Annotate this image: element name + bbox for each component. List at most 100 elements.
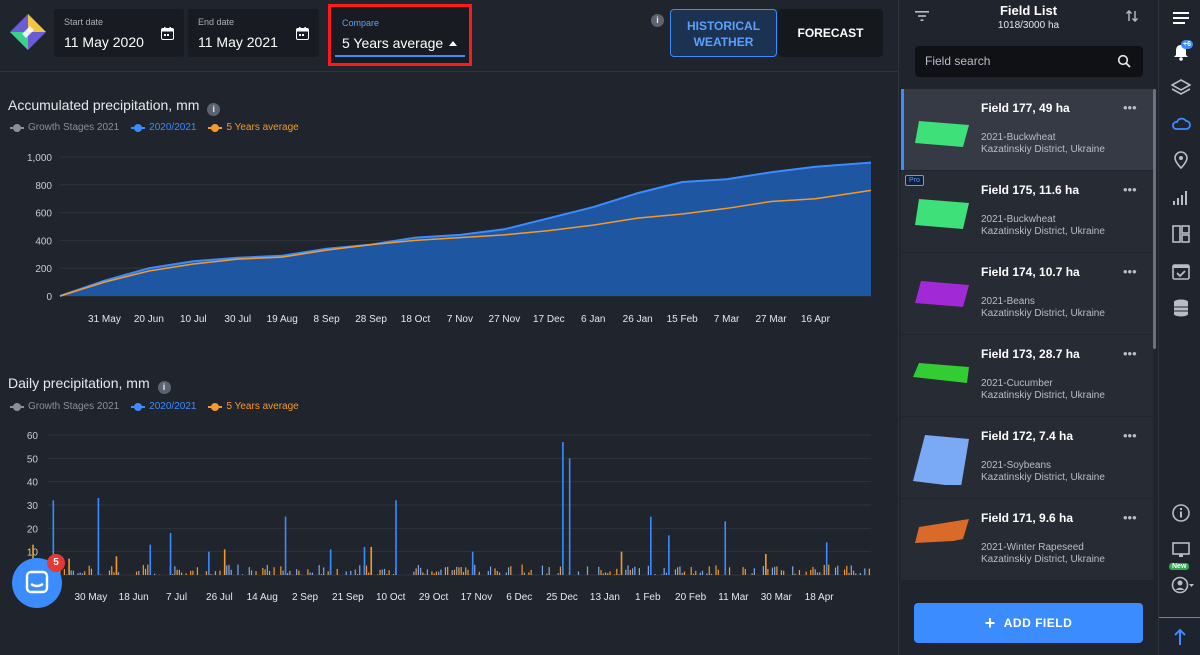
- more-icon[interactable]: •••: [1123, 428, 1137, 443]
- season-bar: [169, 533, 172, 575]
- season-bar: [149, 544, 152, 575]
- field-shape-thumbnail: [915, 199, 969, 229]
- forecast-button[interactable]: FORECAST: [778, 9, 883, 57]
- scroll-top-button[interactable]: [1159, 617, 1200, 655]
- season-bar: [668, 535, 670, 575]
- calendar-icon[interactable]: [296, 27, 309, 40]
- legend-growth-stages[interactable]: Growth Stages 2021: [10, 401, 119, 412]
- field-item[interactable]: Field 174, 10.7 ha 2021-Beans Kazatinski…: [901, 253, 1153, 335]
- daily-bar: [510, 566, 512, 575]
- daily-bar: [417, 565, 419, 575]
- daily-bar: [631, 568, 634, 575]
- info-icon[interactable]: i: [157, 381, 171, 394]
- chart-icon[interactable]: [1171, 187, 1191, 207]
- daily-bar: [219, 570, 221, 575]
- menu-icon[interactable]: [1171, 8, 1191, 28]
- legend-average[interactable]: 5 Years average: [208, 122, 299, 133]
- field-polygon: [915, 519, 969, 543]
- field-crop: 2021-Cucumber: [981, 378, 1053, 389]
- daily-bar: [647, 565, 649, 575]
- start-date-value: 11 May 2020: [64, 34, 144, 50]
- daily-bar: [365, 565, 368, 575]
- search-icon[interactable]: [1117, 54, 1131, 68]
- layers-icon[interactable]: [1171, 78, 1191, 98]
- daily-bar: [681, 572, 683, 575]
- daily-bar: [77, 573, 79, 575]
- field-list-scrollbar[interactable]: [1153, 89, 1156, 349]
- historical-weather-button[interactable]: HISTORICAL WEATHER: [670, 9, 777, 57]
- cloud-icon[interactable]: [1171, 114, 1191, 134]
- field-item[interactable]: Field 171, 9.6 ha 2021-Winter Rapeseed K…: [901, 499, 1153, 581]
- daily-bar: [618, 574, 620, 575]
- sort-icon[interactable]: [1125, 9, 1139, 23]
- daily-bar: [460, 567, 462, 575]
- daily-bar: [616, 568, 618, 575]
- field-crop: 2021-Buckwheat: [981, 214, 1056, 225]
- compare-select[interactable]: Compare 5 Years average: [328, 4, 472, 66]
- season-bar: [208, 551, 210, 575]
- dashboard-icon[interactable]: [1171, 224, 1191, 244]
- calendar-check-icon[interactable]: [1171, 261, 1191, 281]
- legend-season[interactable]: 2020/2021: [131, 122, 196, 133]
- start-date-field[interactable]: Start date 11 May 2020: [54, 9, 184, 57]
- x-tick-label: 19 Aug: [267, 314, 298, 325]
- daily-bar: [864, 568, 866, 575]
- daily-bar: [706, 573, 708, 575]
- accumulated-precipitation-chart[interactable]: 0 200 400 600 800 1,000 31 May 20 Jun 10 Jul 30 J…: [0, 145, 898, 335]
- y-tick-label: 20: [27, 524, 39, 535]
- more-icon[interactable]: •••: [1123, 264, 1137, 279]
- daily-bar: [850, 565, 852, 575]
- daily-bar: [176, 569, 178, 575]
- daily-bar: [674, 569, 677, 575]
- legend-season[interactable]: 2020/2021: [131, 401, 196, 412]
- field-item[interactable]: Field 172, 7.4 ha 2021-Soybeans Kazatins…: [901, 417, 1153, 499]
- field-shape-thumbnail: [915, 519, 969, 543]
- add-field-label: ADD FIELD: [1003, 616, 1073, 630]
- daily-bar: [744, 568, 746, 575]
- account-icon[interactable]: [1171, 575, 1195, 595]
- legend-growth-stages-label: Growth Stages 2021: [28, 401, 120, 412]
- field-location: Kazatinskiy District, Ukraine: [981, 390, 1105, 401]
- field-search-input[interactable]: [925, 54, 1105, 68]
- average-bar: [223, 549, 226, 575]
- add-field-button[interactable]: + ADD FIELD: [914, 603, 1143, 643]
- daily-bar: [135, 571, 138, 575]
- field-polygon: [913, 435, 969, 485]
- end-date-label: End date: [198, 17, 235, 27]
- field-item[interactable]: Field 177, 49 ha 2021-Buckwheat Kazatins…: [901, 89, 1153, 171]
- daily-bar: [345, 571, 347, 575]
- pin-icon[interactable]: [1171, 150, 1191, 170]
- end-date-field[interactable]: End date 11 May 2021: [188, 9, 319, 57]
- field-item[interactable]: Field 173, 28.7 ha 2021-Cucumber Kazatin…: [901, 335, 1153, 417]
- legend-average[interactable]: 5 Years average: [208, 401, 299, 412]
- calendar-icon[interactable]: [161, 27, 174, 40]
- filter-icon[interactable]: [915, 10, 929, 22]
- y-tick-label: 40: [27, 478, 39, 489]
- info-icon[interactable]: i: [207, 103, 221, 116]
- daily-bar: [383, 568, 386, 575]
- right-icon-rail: +6 New: [1158, 0, 1200, 655]
- info-icon[interactable]: [1171, 503, 1191, 523]
- season-bar: [471, 551, 474, 575]
- app-logo[interactable]: [8, 12, 48, 52]
- monitor-icon[interactable]: [1171, 540, 1191, 560]
- notification-badge: +6: [1181, 40, 1193, 49]
- more-icon[interactable]: •••: [1123, 346, 1137, 361]
- legend-growth-stages[interactable]: Growth Stages 2021: [10, 122, 119, 133]
- compare-underline: [335, 55, 465, 57]
- daily-bar: [805, 571, 807, 575]
- more-icon[interactable]: •••: [1123, 510, 1137, 525]
- daily-bar: [607, 573, 609, 575]
- field-name: Field 174, 10.7 ha: [981, 265, 1080, 279]
- chat-badge: 5: [47, 554, 65, 572]
- daily-bar: [377, 574, 379, 575]
- y-tick-label: 0: [46, 292, 52, 303]
- more-icon[interactable]: •••: [1123, 182, 1137, 197]
- field-polygon: [915, 199, 969, 229]
- field-item[interactable]: Pro Field 175, 11.6 ha 2021-Buckwheat Ka…: [901, 171, 1153, 253]
- info-icon[interactable]: i: [651, 14, 664, 27]
- x-tick-label: 10 Jul: [180, 314, 207, 325]
- more-icon[interactable]: •••: [1123, 100, 1137, 115]
- database-icon[interactable]: [1171, 298, 1191, 318]
